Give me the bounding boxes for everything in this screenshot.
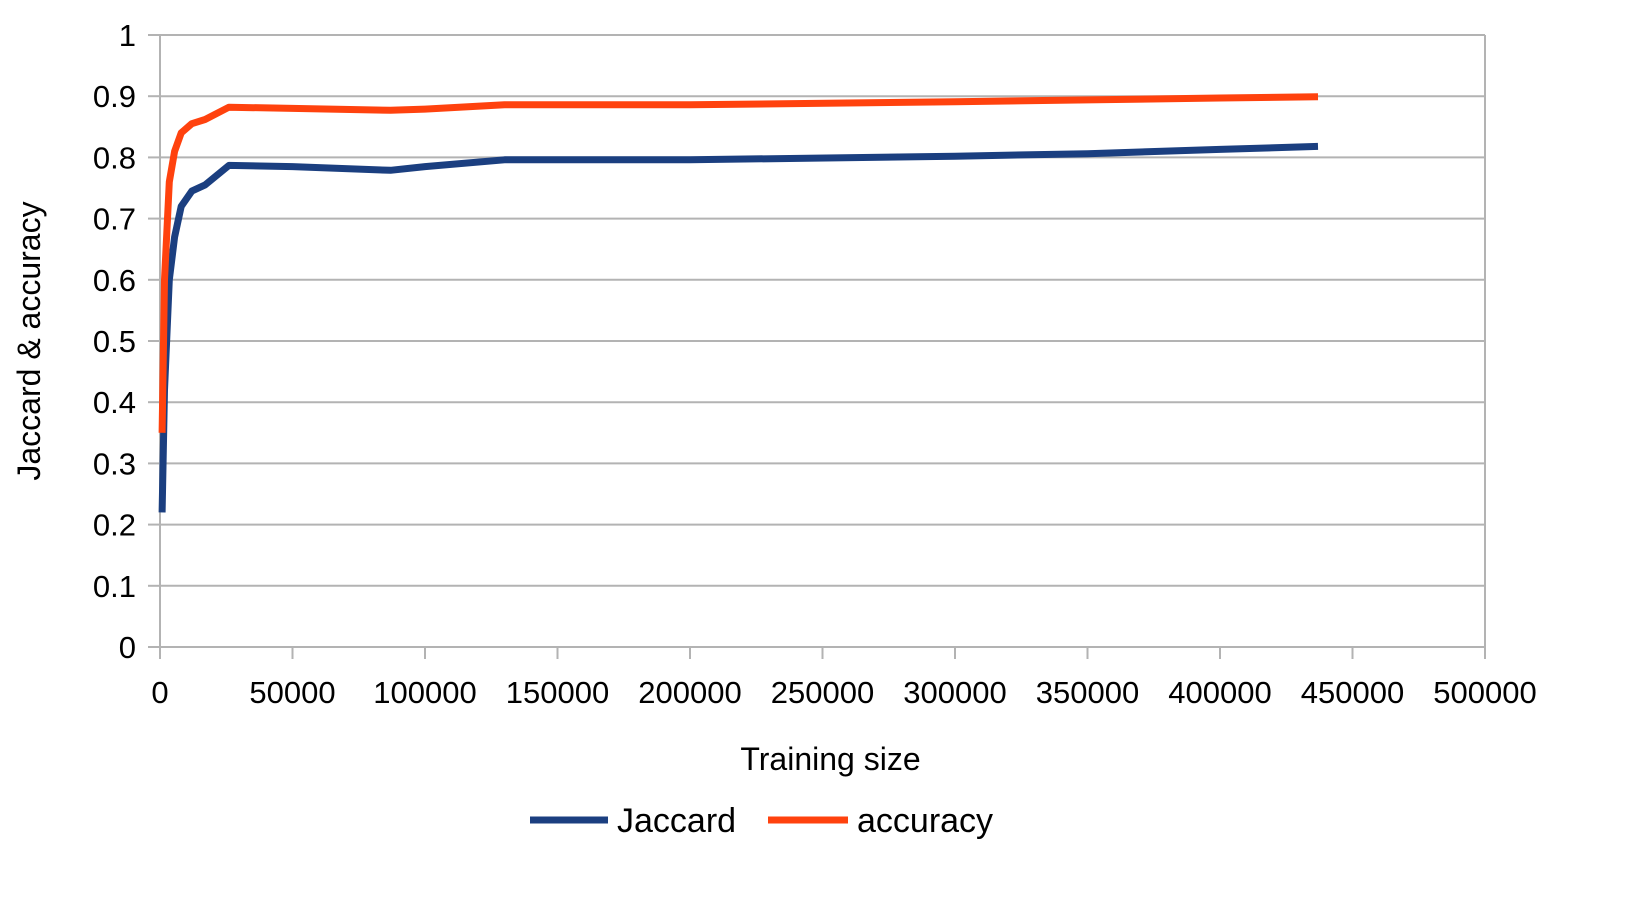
x-tick-label: 300000 xyxy=(903,675,1006,710)
y-tick-label: 1 xyxy=(119,18,136,53)
x-tick-label: 250000 xyxy=(771,675,874,710)
x-tick-label: 150000 xyxy=(506,675,609,710)
y-tick-label: 0.7 xyxy=(93,202,136,237)
x-tick-label: 450000 xyxy=(1301,675,1404,710)
y-axis-title: Jaccard & accuracy xyxy=(11,201,47,480)
y-tick-label: 0.5 xyxy=(93,324,136,359)
axes xyxy=(159,35,1486,659)
y-tick-label: 0.2 xyxy=(93,508,136,543)
x-tick-label: 0 xyxy=(151,675,168,710)
x-tick-label: 100000 xyxy=(373,675,476,710)
x-tick-label: 400000 xyxy=(1168,675,1271,710)
series-lines xyxy=(158,93,1319,513)
legend: Jaccard accuracy xyxy=(530,802,993,840)
y-tick-label: 0.3 xyxy=(93,446,136,481)
y-tick-label: 0.8 xyxy=(93,140,136,175)
y-tick-label: 0.1 xyxy=(93,569,136,604)
legend-label-accuracy: accuracy xyxy=(857,802,993,840)
x-tick-label: 50000 xyxy=(249,675,335,710)
series-line-accuracy xyxy=(158,93,1319,433)
series-line-jaccard xyxy=(158,142,1319,513)
x-tick-label: 200000 xyxy=(638,675,741,710)
x-tick-label: 500000 xyxy=(1433,675,1536,710)
y-tick-label: 0.9 xyxy=(93,79,136,114)
y-tick-label: 0.6 xyxy=(93,263,136,298)
legend-label-jaccard: Jaccard xyxy=(617,802,736,840)
x-tick-label: 350000 xyxy=(1036,675,1139,710)
y-axis-ticks: 0 0.1 0.2 0.3 0.4 0.5 0.6 0.7 0.8 0.9 1 xyxy=(93,18,160,665)
y-tick-label: 0 xyxy=(119,630,136,665)
gridlines xyxy=(160,34,1485,648)
x-axis-title: Training size xyxy=(740,741,920,777)
x-axis-ticks: 0 50000 100000 150000 200000 250000 300000 3500… xyxy=(151,647,1537,710)
y-tick-label: 0.4 xyxy=(93,385,136,420)
